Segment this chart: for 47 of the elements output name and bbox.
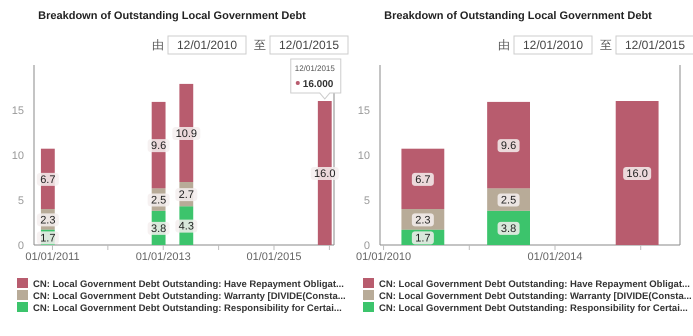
data-label: 16.0	[314, 168, 336, 180]
text: 12/01/2015	[624, 38, 686, 52]
text: 由	[152, 38, 164, 52]
data-label: 3.8	[150, 222, 166, 235]
data-label: 6.7	[415, 174, 431, 186]
text: 至	[254, 38, 266, 52]
data-label: 6.7	[40, 174, 56, 186]
data-label: 2.7	[178, 189, 194, 202]
x-tick-label: 01/01/2014	[527, 251, 583, 263]
data-label: 1.7	[415, 232, 431, 244]
data-label: 4.3	[178, 220, 194, 233]
data-label: 1.7	[40, 232, 56, 244]
data-label: 2.3	[40, 214, 56, 226]
x-tick-label: 01/01/2015	[246, 251, 302, 263]
data-label: 2.5	[150, 194, 166, 207]
y-tick-label: 15	[12, 105, 24, 117]
text: 由	[498, 38, 510, 52]
x-tick-label: 01/01/2013	[136, 251, 191, 263]
legend-label: CN: Local Government Debt Outstanding: Responsibility for Certai...	[33, 303, 342, 314]
legend-label: CN: Local Government Debt Outstanding: Warranty [DIVIDE(Consta...	[379, 291, 692, 302]
data-label: 9.6	[150, 140, 166, 152]
y-tick-label: 5	[18, 195, 24, 207]
x-tick-label: 01/01/2011	[25, 251, 80, 263]
text: 12/01/2015	[278, 38, 340, 52]
legend-label: CN: Local Government Debt Outstanding: Have Repayment Obligat...	[379, 279, 690, 290]
text: 12/01/2010	[522, 38, 584, 52]
data-label: 10.9	[176, 128, 198, 140]
y-tick-label: 15	[358, 105, 370, 117]
chart-title: Breakdown of Outstanding Local Government Debt	[38, 10, 306, 22]
text: 至	[600, 38, 612, 52]
legend-label: CN: Local Government Debt Outstanding: Have Repayment Obligat...	[33, 279, 344, 290]
data-label: 2.3	[415, 214, 431, 226]
data-label: 16.0	[626, 168, 648, 180]
data-label: 3.8	[500, 222, 516, 235]
y-tick-label: 0	[18, 240, 24, 252]
annotation: 12/01/2015 16.000	[294, 64, 336, 90]
y-tick-label: 10	[12, 150, 24, 162]
data-label: 2.5	[500, 194, 516, 207]
y-tick-label: 10	[358, 150, 370, 162]
chart-title: Breakdown of Outstanding Local Government Debt	[384, 10, 652, 22]
text: 12/01/2010	[176, 38, 238, 52]
y-tick-label: 0	[364, 240, 370, 252]
x-tick-label: 01/01/2010	[356, 251, 412, 263]
y-tick-label: 5	[364, 195, 370, 207]
legend-label: CN: Local Government Debt Outstanding: Responsibility for Certai...	[379, 303, 688, 314]
data-label: 9.6	[500, 140, 516, 152]
legend-label: CN: Local Government Debt Outstanding: Warranty [DIVIDE(Consta...	[33, 291, 346, 302]
